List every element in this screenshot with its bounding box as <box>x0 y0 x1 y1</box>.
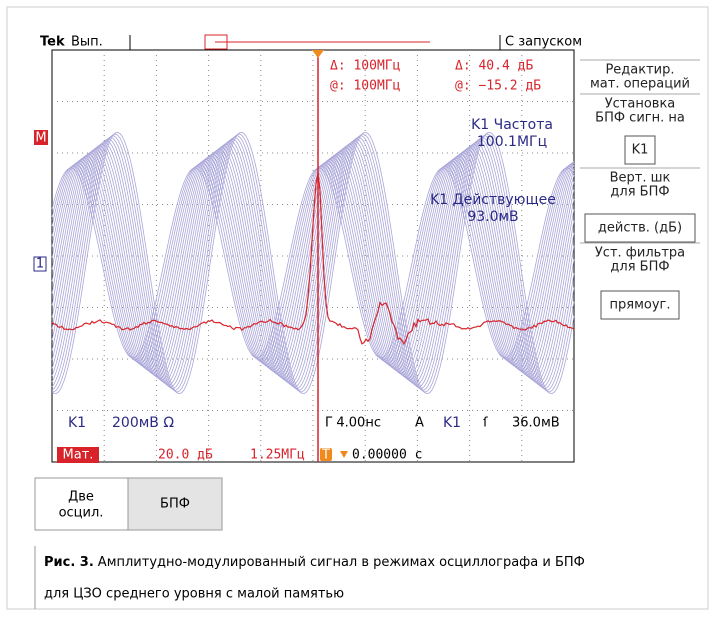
menu-title: для БПФ <box>610 260 669 275</box>
menu-title: для БПФ <box>610 185 669 200</box>
caption-line: для ЦЗО среднего уровня с малой памятью <box>44 587 344 602</box>
brand: Tek <box>40 35 65 50</box>
readout: K1 <box>68 415 86 431</box>
math-readout: 0.00000 с <box>352 448 422 463</box>
menu-option-label: K1 <box>632 143 649 158</box>
menu-option-label: прямоуг. <box>610 298 671 313</box>
acq-state: Вып. <box>71 35 103 50</box>
math-marker-label: M <box>35 131 46 146</box>
readout: Γ 4.00нс <box>325 416 381 431</box>
channel-marker-label: 1 <box>36 257 44 272</box>
button-label: БПФ <box>160 497 190 512</box>
button-label: Две <box>68 490 94 505</box>
figure: Tek Вып. С запуском Δ: 100МГц Δ: 40.4 дБ… <box>0 0 716 617</box>
cursor-readout: Δ: 40.4 дБ <box>455 59 533 74</box>
menu-title: Верт. шк <box>610 171 671 186</box>
readout: ſ <box>483 416 488 431</box>
measurement-value: 100.1МГц <box>477 134 547 150</box>
caption-text: Рис. 3. Амплитудно-модулированный сигнал … <box>44 555 585 570</box>
cursor-readout: @: −15.2 дБ <box>455 79 541 94</box>
menu-title: мат. операций <box>590 77 690 92</box>
math-label: Мат. <box>63 448 94 463</box>
cursor-readout: @: 100МГц <box>330 79 401 94</box>
menu-title: Уст. фильтра <box>595 246 685 261</box>
menu-title: Установка <box>605 97 676 112</box>
menu-option-label: действ. (дБ) <box>598 221 682 236</box>
menu-title: БПФ сигн. на <box>595 111 685 126</box>
measurement-value: 93.0мВ <box>467 209 518 225</box>
math-readout: 20.0 дБ <box>158 448 213 463</box>
readout: K1 <box>443 415 461 431</box>
readout: A <box>415 416 424 431</box>
cursor-readout: Δ: 100МГц <box>330 59 401 74</box>
trigger-pos-label: T <box>321 448 330 463</box>
measurement-label: K1 Действующее <box>430 192 556 208</box>
menu-title: Редактир. <box>605 63 674 78</box>
readout: 36.0мВ <box>512 416 560 431</box>
measurement-label: K1 Частота <box>471 117 553 133</box>
math-readout: 1.25МГц <box>250 448 305 463</box>
caption-label: Рис. 3. <box>44 555 94 570</box>
caption-line: Амплитудно-модулированный сигнал в режим… <box>98 555 585 570</box>
readout: 200мВ Ω <box>112 415 174 431</box>
button-label: осцил. <box>59 506 104 521</box>
trigger-mode: С запуском <box>505 35 582 50</box>
